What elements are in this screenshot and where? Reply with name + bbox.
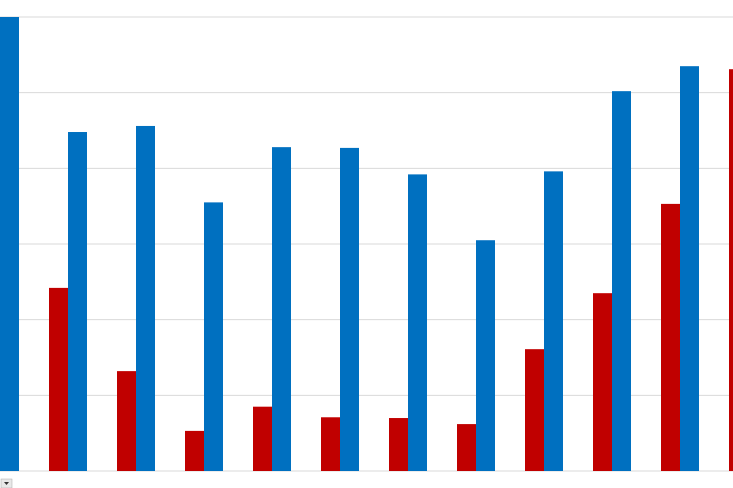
- bar: [525, 349, 544, 471]
- bar: [544, 171, 563, 472]
- bar: [593, 293, 612, 471]
- plot-area: IIIIIIVVVIVIIVIIIIXXXI: [0, 16, 733, 472]
- bar: [408, 174, 427, 472]
- bar: [49, 287, 68, 471]
- bar: [340, 147, 359, 472]
- bar: [272, 147, 291, 471]
- bar: [68, 132, 87, 471]
- bar: [117, 371, 136, 471]
- bar: [136, 125, 155, 472]
- dropdown-button[interactable]: [0, 478, 13, 488]
- bar: [253, 406, 272, 471]
- bar: [729, 69, 733, 472]
- bar: [0, 17, 19, 471]
- bar: [661, 203, 680, 471]
- bar: [185, 430, 204, 471]
- bar: [389, 418, 408, 471]
- bar: [612, 91, 631, 472]
- bar: [457, 424, 476, 471]
- bar: [321, 417, 340, 471]
- bar: [204, 202, 223, 471]
- bar: [476, 240, 495, 471]
- bar: [680, 66, 699, 471]
